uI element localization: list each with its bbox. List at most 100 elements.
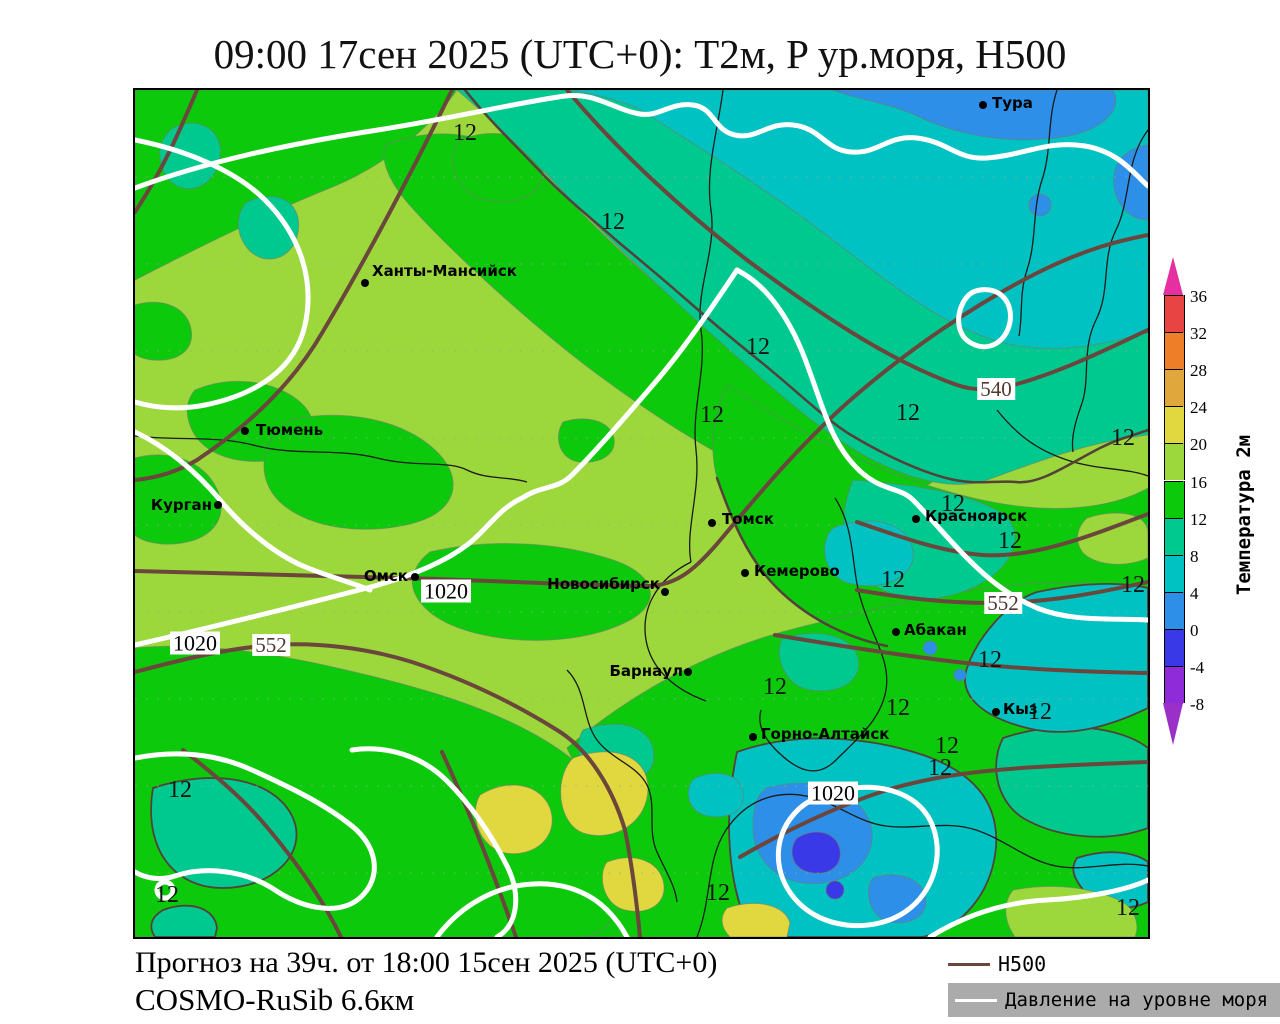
h500-contour-label: 552	[252, 634, 290, 656]
forecast-map: Тура Ханты-Мансийск Тюмень Курган Омск Новоси…	[133, 88, 1150, 939]
colorbar-tick-label: 8	[1190, 546, 1199, 566]
isotherm-label: 12	[1111, 425, 1135, 451]
legend-h500: H500	[948, 950, 1046, 978]
colorbar-tick-line	[1164, 666, 1183, 667]
colorbar-tick-label: 12	[1190, 509, 1207, 529]
colorbar-tick-label: -8	[1190, 695, 1205, 715]
colorbar-tick-label: 32	[1190, 324, 1207, 344]
colorbar-tick-line	[1164, 628, 1183, 630]
colorbar-segment	[1164, 369, 1185, 407]
city-label: Горно-Алтайск	[761, 725, 890, 743]
colorbar-tick-line	[1164, 443, 1183, 445]
city-label: Барнаул	[609, 662, 683, 680]
colorbar-segment	[1164, 332, 1185, 370]
isotherm-label: 12	[881, 567, 905, 593]
colorbar-segment	[1164, 666, 1185, 704]
isotherm-label: 12	[746, 334, 770, 360]
isotherm-label: 12	[896, 400, 920, 426]
colorbar-tick-label: 0	[1190, 620, 1199, 640]
city-dot	[361, 279, 369, 287]
colorbar-tick-label: 20	[1190, 435, 1207, 455]
colorbar-segment	[1164, 443, 1185, 481]
colorbar-tick-line	[1164, 295, 1183, 296]
h500-contour-label: 552	[984, 592, 1022, 614]
colorbar-tick-line	[1164, 480, 1183, 482]
temperature-field	[135, 90, 1148, 937]
isotherm-label: 12	[1028, 699, 1052, 725]
city-dot	[992, 708, 1000, 716]
city-dot	[749, 733, 757, 741]
city-label: Новосибирск	[547, 575, 660, 593]
isotherm-label: 12	[700, 402, 724, 428]
city-dot	[241, 427, 249, 435]
pressure-contour-label: 1020	[421, 579, 471, 603]
pressure-contour-label: 1020	[170, 631, 220, 655]
colorbar-segment	[1164, 628, 1185, 666]
colorbar-tick-line	[1164, 591, 1183, 593]
h500-contour-label: 540	[977, 378, 1015, 400]
isotherm-label: 12	[453, 120, 477, 146]
colorbar-tick-label: 36	[1190, 287, 1207, 306]
city-label: Омск	[363, 567, 408, 585]
city-label: Кемерово	[754, 562, 840, 580]
city-label: Тура	[992, 94, 1033, 112]
colorbar-segment	[1164, 295, 1185, 333]
colorbar-tick-line	[1164, 406, 1183, 408]
colorbar-tick-label: 28	[1190, 361, 1207, 381]
isotherm-label: 12	[763, 674, 787, 700]
colorbar-title: Температура 2м	[1233, 434, 1255, 596]
city-dot	[741, 569, 749, 577]
isotherm-label: 12	[935, 733, 959, 759]
page-title: 09:00 17сен 2025 (UTC+0): Т2м, P ур.моря…	[213, 31, 1067, 77]
isotherm-label: 12	[706, 880, 730, 906]
city-label: Ханты-Мансийск	[372, 262, 517, 280]
colorbar-tick-label: 24	[1190, 398, 1207, 418]
graticule	[135, 176, 1148, 874]
city-dot	[214, 501, 222, 509]
city-dot	[684, 668, 692, 676]
forecast-info: Прогноз на 39ч. от 18:00 15сен 2025 (UTC…	[135, 946, 718, 979]
isotherm-label: 12	[168, 777, 192, 803]
isotherm-label: 12	[978, 647, 1002, 673]
city-dot	[892, 628, 900, 636]
isotherm-label: 12	[601, 209, 625, 235]
colorbar-arrow-down	[1163, 703, 1183, 746]
colorbar-segment	[1164, 554, 1185, 592]
colorbar-tick-label: 16	[1190, 472, 1207, 492]
admin-borders	[135, 90, 1148, 937]
isotherm-label: 12	[886, 695, 910, 721]
colorbar-tick-line	[1164, 517, 1183, 519]
h500-legend-label: H500	[998, 952, 1047, 976]
colorbar-segment	[1164, 406, 1185, 444]
colorbar-segment	[1164, 517, 1185, 555]
city-dot	[661, 588, 669, 596]
city-label: Курган	[150, 496, 212, 514]
colorbar-tick-line	[1164, 369, 1183, 371]
isotherm-12-lines	[463, 90, 1148, 648]
city-label: Абакан	[904, 621, 967, 639]
colorbar-tick-line	[1164, 332, 1183, 334]
isotherm-label: 12	[1116, 895, 1140, 921]
city-label: Красноярск	[925, 507, 1028, 525]
city-label: Томск	[722, 510, 774, 528]
pressure-legend-label: Давление на уровне моря	[1005, 989, 1269, 1011]
h500-line-sample	[948, 962, 990, 966]
isotherm-label: 12	[928, 755, 952, 781]
pressure-line-sample	[955, 998, 997, 1002]
colorbar-segment	[1164, 591, 1185, 629]
city-label: Кыз	[1003, 700, 1038, 718]
isotherm-label: 12	[1121, 572, 1145, 598]
pressure-contours	[135, 92, 1148, 937]
legend-pressure: Давление на уровне моря	[948, 983, 1280, 1017]
isotherm-label: 12	[941, 491, 965, 517]
pressure-contour-label: 1020	[808, 781, 858, 805]
city-label: Тюмень	[256, 421, 324, 439]
colorbar-arrow-up	[1163, 257, 1183, 295]
city-dot	[912, 515, 920, 523]
colorbar-segment	[1164, 480, 1185, 518]
city-dot	[411, 573, 419, 581]
isotherm-label: 12	[998, 528, 1022, 554]
colorbar-tick-line	[1164, 554, 1183, 556]
colorbar-tick-label: 4	[1190, 583, 1199, 603]
